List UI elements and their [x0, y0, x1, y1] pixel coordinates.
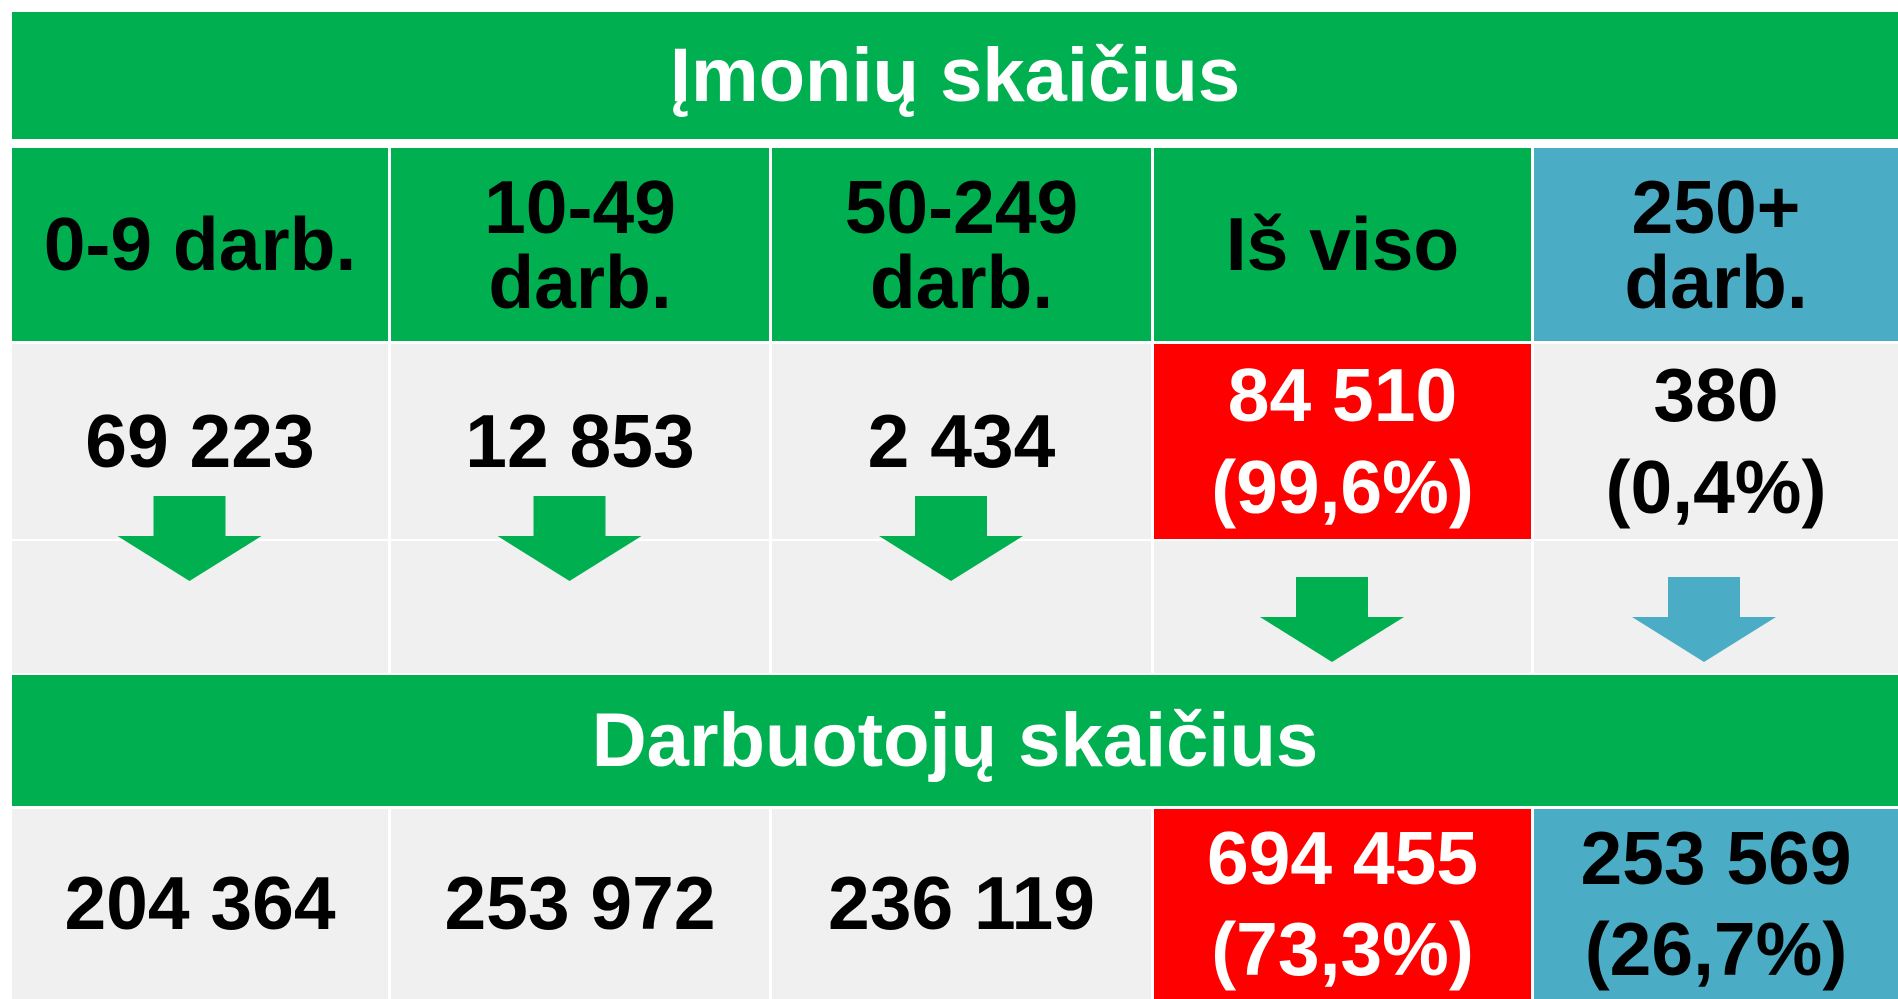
employees-value: 694 455 (73,3%) [1154, 809, 1531, 999]
number: 2 434 [867, 398, 1056, 483]
header-text: 50-249 darb. [844, 164, 1079, 324]
down-arrow [1260, 577, 1404, 662]
bottom-title: Darbuotojų skaičius [12, 675, 1898, 806]
down-arrow [117, 496, 262, 581]
number: 236 119 [828, 861, 1095, 946]
column-header: 10-49 darb. [391, 148, 769, 341]
employees-value: 253 569 (26,7%) [1534, 809, 1898, 999]
share: (99,6%) [1211, 444, 1474, 529]
header-text: 0-9 darb. [43, 202, 357, 286]
companies-value: 69 223 [12, 344, 388, 539]
companies-value: 2 434 [772, 344, 1151, 539]
number: 694 455 [1206, 815, 1479, 900]
down-arrow [497, 496, 642, 581]
column-header: 250+ darb. [1534, 148, 1898, 341]
number: 253 972 [444, 861, 716, 946]
employees-value: 204 364 [12, 809, 388, 999]
top-title: Įmonių skaičius [12, 12, 1898, 139]
header-text: 250+ darb. [1624, 164, 1808, 324]
share: (0,4%) [1605, 444, 1827, 529]
down-arrow [1632, 577, 1776, 662]
header-text: Iš viso [1225, 202, 1460, 286]
column-header: Iš viso [1154, 148, 1531, 341]
header-text: 10-49 darb. [484, 164, 676, 324]
number: 84 510 [1227, 353, 1458, 437]
number: 69 223 [85, 398, 315, 483]
employees-value: 253 972 [391, 809, 769, 999]
companies-value: 380 (0,4%) [1534, 344, 1898, 539]
number: 380 [1653, 353, 1779, 437]
column-header: 0-9 darb. [12, 148, 388, 341]
column-header: 50-249 darb. [772, 148, 1151, 341]
number: 204 364 [64, 861, 336, 946]
share: (73,3%) [1211, 907, 1474, 991]
share: (26,7%) [1584, 907, 1848, 991]
down-arrow [879, 496, 1023, 581]
companies-value: 84 510 (99,6%) [1154, 344, 1531, 539]
number: 12 853 [465, 398, 695, 483]
employees-value: 236 119 [772, 809, 1151, 999]
number: 253 569 [1580, 815, 1852, 900]
